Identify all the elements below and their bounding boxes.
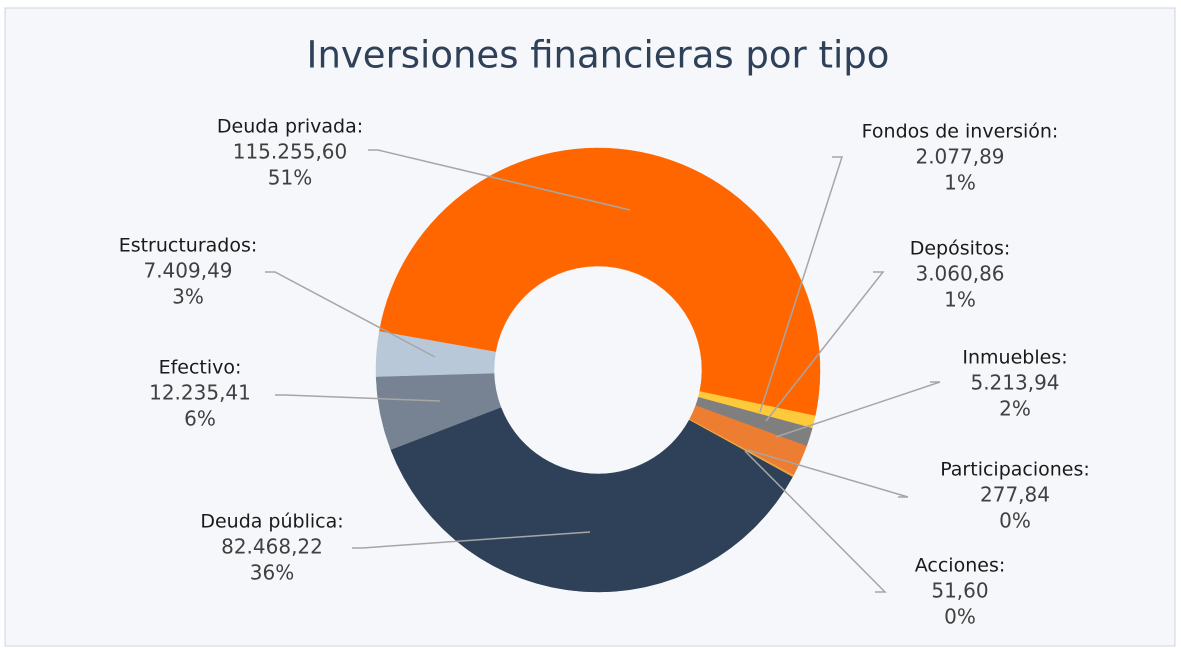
leader-line [265,271,436,358]
slice-label-name: Participaciones: [940,459,1090,481]
slice-label-percent: 51% [268,166,312,190]
slice-label-percent: 1% [944,171,976,195]
leader-line [352,531,591,549]
leader-line [747,449,909,498]
slice-label-name: Depósitos: [910,238,1011,260]
donut-slice [390,406,793,593]
slice-label-percent: 36% [250,561,294,585]
slice-label-percent: 1% [944,288,976,312]
leader-line [744,450,887,593]
slice-label-value: 82.468,22 [221,535,323,559]
leader-line [775,381,941,438]
slice-label-name: Deuda privada: [217,116,363,138]
slice-label-name: Estructurados: [119,235,258,257]
slice-label-percent: 6% [184,407,216,431]
slice-label-percent: 0% [999,509,1031,533]
chart-title: Inversiones financieras por tipo [307,34,890,77]
donut-slice [379,147,821,417]
slice-label-name: Fondos de inversión: [862,121,1059,143]
slice-label-value: 3.060,86 [915,262,1004,286]
leader-line [368,149,631,211]
slice-label-name: Inmuebles: [962,347,1067,369]
leader-line [275,394,441,402]
slice-label-value: 5.213,94 [970,371,1059,395]
slice-label-name: Acciones: [915,555,1006,577]
slice-label-value: 7.409,49 [143,259,232,283]
slice-label-percent: 2% [999,397,1031,421]
slice-label-percent: 3% [172,285,204,309]
slice-label-value: 51,60 [931,579,988,603]
leader-line [759,156,844,413]
donut-slice [375,331,496,377]
slice-label-value: 12.235,41 [149,381,251,405]
slice-label-name: Deuda pública: [200,511,343,533]
leader-line [765,271,885,422]
slice-label-percent: 0% [944,605,976,629]
slice-label-value: 277,84 [980,483,1050,507]
slice-label-value: 115.255,60 [233,140,348,164]
slice-label-name: Efectivo: [159,357,242,379]
slice-label-value: 2.077,89 [915,145,1004,169]
